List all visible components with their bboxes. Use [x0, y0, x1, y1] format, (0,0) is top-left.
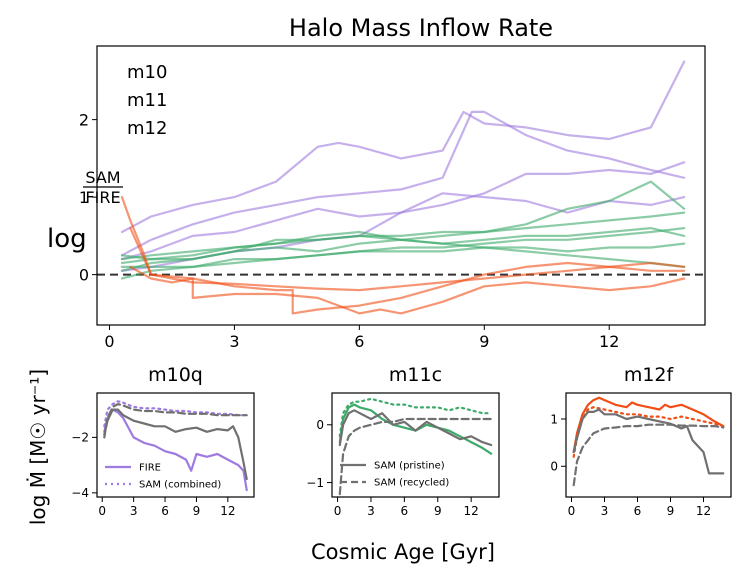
- x-tick-label: 12: [696, 504, 711, 518]
- x-tick-label: 3: [130, 504, 138, 518]
- x-tick-label: 3: [367, 504, 375, 518]
- top-ylabel-log: log: [47, 224, 87, 254]
- top-ylabel-denominator: FIRE: [85, 188, 120, 207]
- y-tick-label: 1: [79, 188, 89, 207]
- series-line-m12f-sam-pristine: [572, 408, 725, 475]
- legend-label-m10: m10: [127, 62, 167, 83]
- series-line-m11c-sam-recycled: [338, 417, 493, 496]
- x-tick-label: 6: [634, 504, 642, 518]
- series-line-top-m10-1: [120, 110, 686, 257]
- x-tick-label: 0: [104, 332, 114, 351]
- legend-label-sam-pristine: SAM (pristine): [374, 461, 445, 472]
- lower-ylabel: log Ṁ [M☉ yr⁻¹]: [26, 369, 50, 525]
- panel-m11c: 0 3 6 9 12 0 −1 m11c SAM (pristine) SAM (recycled…: [306, 364, 500, 518]
- x-tick-label: 12: [599, 332, 619, 351]
- legend-label-m11: m11: [127, 90, 167, 111]
- series-line-m11c-sam-pristine: [338, 409, 493, 447]
- panel-m10q: 0 3 6 9 12 −2 −4 m10q FIRE SAM (combined): [71, 364, 255, 518]
- series-line-top-m12-11: [129, 227, 686, 315]
- x-tick-label: 3: [601, 504, 609, 518]
- x-tick-label: 0: [334, 504, 342, 518]
- legend-label-m12: m12: [127, 118, 167, 139]
- y-tick-label: 2: [79, 110, 89, 129]
- axes-frame-m11c: [331, 392, 500, 498]
- top-ylabel-numerator: SAM: [85, 168, 120, 187]
- series-line-top-m12-12: [129, 265, 686, 315]
- series-line-m10q-sam-recycled: [103, 403, 248, 439]
- y-tick-label: 0: [316, 418, 324, 432]
- series-line-top-m11-9: [120, 234, 686, 268]
- y-tick-label: 0: [550, 460, 558, 474]
- series-line-m12f-sam-recycled: [572, 423, 725, 487]
- x-tick-label: 9: [193, 504, 201, 518]
- y-tick-label: 0: [79, 265, 89, 284]
- series-line-top-m10-0: [120, 60, 686, 234]
- y-tick-label: −4: [71, 486, 89, 500]
- series-line-m11c-fire: [338, 403, 493, 455]
- axes-frame-top: [96, 45, 706, 326]
- legend-label-sam-combined: SAM (combined): [139, 480, 221, 491]
- x-tick-label: 12: [220, 504, 235, 518]
- x-tick-label: 0: [98, 504, 106, 518]
- series-line-top-m11-8: [120, 242, 686, 280]
- y-tick-label: −2: [71, 431, 89, 445]
- x-tick-label: 6: [354, 332, 364, 351]
- series-line-m10q-sam-pristine: [103, 408, 248, 481]
- panel-m12f: 0 3 6 9 12 0 1 m12f: [550, 364, 732, 518]
- axes-frame-m10q: [96, 392, 255, 498]
- panel-title-m10q: m10q: [148, 364, 203, 386]
- x-tick-label: 6: [161, 504, 169, 518]
- x-tick-label: 9: [434, 504, 442, 518]
- x-tick-label: 6: [401, 504, 409, 518]
- x-tick-label: 12: [464, 504, 479, 518]
- y-tick-label: 1: [550, 412, 558, 426]
- series-line-m10q-sam-combined: [103, 400, 248, 428]
- panel-title-m12f: m12f: [624, 364, 675, 386]
- legend-label-fire: FIRE: [139, 463, 161, 474]
- panel-title-m11c: m11c: [389, 364, 442, 386]
- figure-xlabel: Cosmic Age [Gyr]: [311, 540, 495, 564]
- series-line-top-m11-7: [120, 227, 686, 268]
- figure-title: Halo Mass Inflow Rate: [289, 14, 553, 42]
- top-ylabel: log SAM FIRE: [47, 168, 123, 254]
- x-tick-label: 3: [229, 332, 239, 351]
- series-line-m11c-sam-combined: [338, 397, 493, 438]
- x-tick-label: 9: [667, 504, 675, 518]
- series-line-m10q-fire: [103, 408, 248, 492]
- legend-label-sam-recycled: SAM (recycled): [374, 478, 449, 489]
- x-tick-label: 9: [479, 332, 489, 351]
- series-line-m12f-fire: [572, 396, 725, 454]
- x-tick-label: 0: [568, 504, 576, 518]
- axes-frame-m12f: [565, 392, 732, 498]
- y-tick-label: −1: [306, 476, 324, 490]
